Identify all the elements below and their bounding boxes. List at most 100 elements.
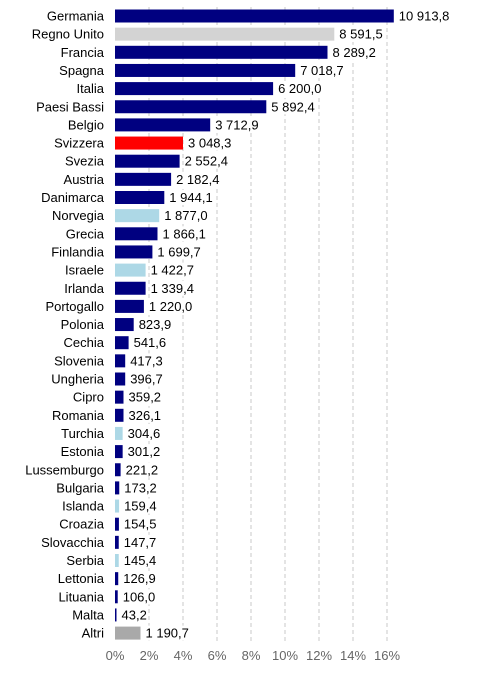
category-labels: Germania Regno Unito Francia Spagna Italia Pa… (25, 9, 105, 641)
category-label: Regno Unito (32, 27, 104, 42)
value-label-background (123, 480, 158, 496)
category-label: Slovacchia (41, 535, 105, 550)
value-label: 1 339,4 (151, 281, 194, 296)
x-tick-label: 16% (374, 648, 400, 663)
bar-bulgaria (115, 481, 120, 495)
bar-altri (115, 626, 141, 640)
bar-israele (115, 263, 146, 277)
category-label: Estonia (61, 444, 105, 459)
value-label-background (156, 244, 202, 260)
category-label: Svezia (65, 154, 105, 169)
value-label-background (124, 462, 160, 478)
category-label: Lettonia (58, 571, 105, 586)
value-label-background (147, 298, 194, 314)
value-label: 541,6 (134, 335, 167, 350)
bar-irlanda (115, 281, 146, 295)
bar-ungheria (115, 372, 126, 386)
bar-finlandia (115, 245, 153, 259)
bar-slovacchia (115, 535, 119, 549)
value-label: 1 877,0 (164, 208, 207, 223)
bar-polonia (115, 318, 134, 332)
x-tick-label: 0% (106, 648, 125, 663)
category-label: Croazia (59, 517, 105, 532)
bar-lettonia (115, 572, 119, 586)
bar-paesi-bassi (115, 100, 267, 114)
category-label: Finlandia (51, 244, 105, 259)
category-label: Italia (77, 81, 105, 96)
bar-slovenia (115, 354, 126, 368)
value-label-background (144, 625, 190, 641)
value-label-background (129, 353, 164, 369)
category-label: Polonia (61, 317, 105, 332)
x-tick-label: 6% (208, 648, 227, 663)
category-label: Bulgaria (56, 480, 104, 495)
value-label: 126,9 (123, 571, 156, 586)
bar-spagna (115, 63, 296, 77)
bar-austria (115, 172, 172, 186)
x-axis-ticks: 0% 2% 4% 6% 8% 10% 12% 14% 16% (106, 648, 401, 663)
value-label-background (137, 317, 173, 333)
x-tick-label: 8% (242, 648, 261, 663)
bar-norvegia (115, 209, 160, 223)
category-label: Altri (82, 626, 105, 641)
category-label: Turchia (61, 426, 105, 441)
value-label: 1 866,1 (163, 226, 206, 241)
value-label-background (126, 425, 162, 441)
category-label: Ungheria (51, 372, 105, 387)
value-label: 173,2 (124, 480, 157, 495)
value-label: 5 892,4 (271, 99, 314, 114)
value-label: 159,4 (124, 499, 157, 514)
value-label-background (338, 26, 384, 42)
bar-danimarca (115, 191, 165, 204)
value-label-background (126, 444, 162, 460)
bar-portogallo (115, 299, 144, 313)
value-label: 2 182,4 (176, 172, 219, 187)
value-label-background (299, 62, 345, 78)
bar-regno-unito (115, 27, 335, 41)
value-label: 154,5 (124, 517, 157, 532)
x-tick-label: 10% (272, 648, 298, 663)
value-label: 304,6 (128, 426, 161, 441)
category-label: Spagna (59, 63, 105, 78)
value-label-background (132, 335, 168, 351)
bar-italia (115, 82, 274, 96)
value-label-background (277, 81, 323, 97)
bar-germania (115, 9, 394, 23)
value-label: 43,2 (122, 607, 147, 622)
category-label: Irlanda (64, 281, 105, 296)
value-label: 221,2 (126, 462, 159, 477)
value-label: 326,1 (129, 408, 162, 423)
category-label: Cipro (73, 390, 104, 405)
category-label: Paesi Bassi (36, 99, 104, 114)
value-label: 301,2 (128, 444, 161, 459)
value-label: 145,4 (124, 553, 157, 568)
bar-cipro (115, 390, 124, 404)
value-label: 3 712,9 (215, 117, 258, 132)
x-tick-label: 12% (306, 648, 332, 663)
value-label: 6 200,0 (278, 81, 321, 96)
category-label: Austria (64, 172, 105, 187)
value-label: 8 591,5 (339, 27, 382, 42)
value-label: 10 913,8 (399, 9, 450, 24)
value-label-background (175, 171, 221, 187)
value-label-background (161, 226, 207, 242)
value-label-background (121, 589, 157, 605)
value-label: 359,2 (129, 390, 162, 405)
value-label-background (122, 553, 158, 568)
bar-francia (115, 45, 328, 59)
value-label: 1 699,7 (157, 244, 200, 259)
category-label: Danimarca (41, 190, 105, 205)
category-label: Romania (52, 408, 105, 423)
bar-croazia (115, 517, 119, 531)
x-tick-label: 4% (174, 648, 193, 663)
bar-svezia (115, 154, 180, 168)
value-label-background (123, 498, 158, 514)
value-label: 8 289,2 (333, 45, 376, 60)
value-label-background (122, 516, 158, 532)
value-label-background (149, 262, 195, 278)
category-label: Slovenia (54, 353, 105, 368)
category-label: Francia (61, 45, 105, 60)
bar-serbia (115, 554, 119, 567)
value-label-background (129, 371, 164, 387)
